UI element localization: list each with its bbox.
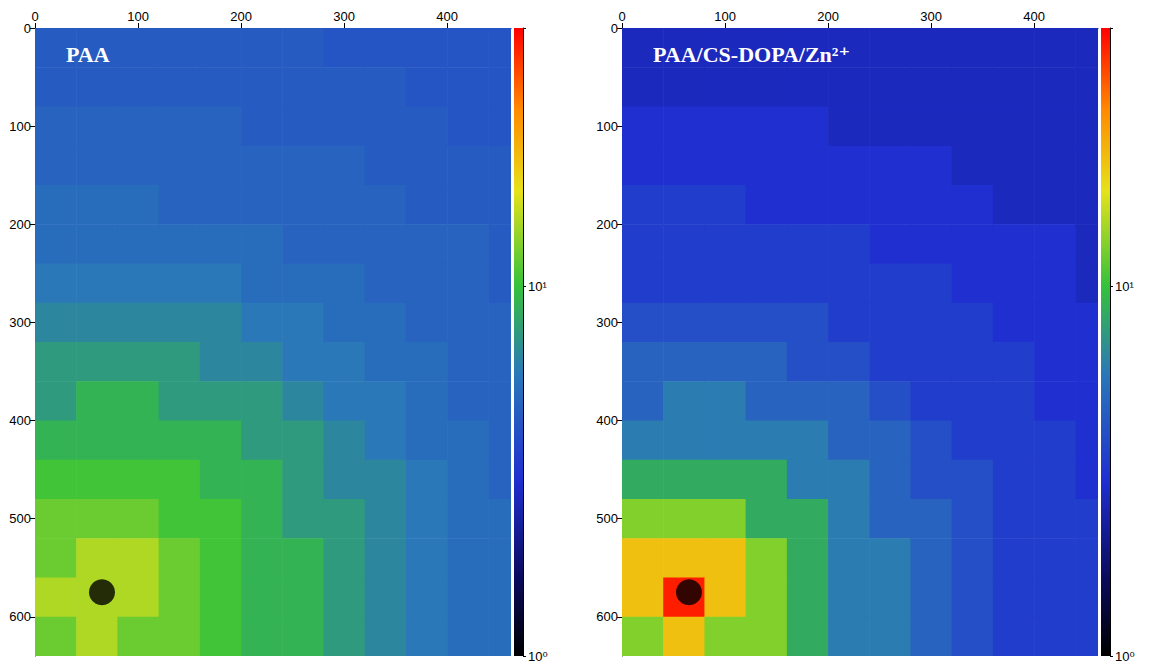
svg-text:400: 400 [596,413,618,428]
svg-text:400: 400 [1023,9,1045,24]
svg-text:600: 600 [596,609,618,624]
svg-text:500: 500 [596,511,618,526]
svg-text:0: 0 [24,21,31,36]
svg-text:300: 300 [9,315,31,330]
svg-text:100: 100 [714,9,736,24]
svg-text:0: 0 [611,21,618,36]
svg-text:0: 0 [31,9,38,24]
svg-text:10⁰: 10⁰ [528,649,548,664]
svg-text:10¹: 10¹ [528,279,547,294]
svg-text:200: 200 [817,9,839,24]
svg-text:400: 400 [436,9,458,24]
svg-text:100: 100 [9,119,31,134]
svg-text:300: 300 [920,9,942,24]
svg-text:400: 400 [9,413,31,428]
svg-text:200: 200 [230,9,252,24]
svg-text:300: 300 [333,9,355,24]
svg-text:PAA/CS-DOPA/Zn²⁺: PAA/CS-DOPA/Zn²⁺ [653,42,850,67]
svg-text:500: 500 [9,511,31,526]
svg-text:PAA: PAA [66,42,110,67]
svg-text:200: 200 [596,217,618,232]
svg-text:600: 600 [9,609,31,624]
svg-text:300: 300 [596,315,618,330]
svg-text:0: 0 [618,9,625,24]
svg-text:10¹: 10¹ [1115,279,1134,294]
svg-text:100: 100 [127,9,149,24]
svg-text:10⁰: 10⁰ [1115,649,1135,664]
svg-text:200: 200 [9,217,31,232]
svg-text:100: 100 [596,119,618,134]
